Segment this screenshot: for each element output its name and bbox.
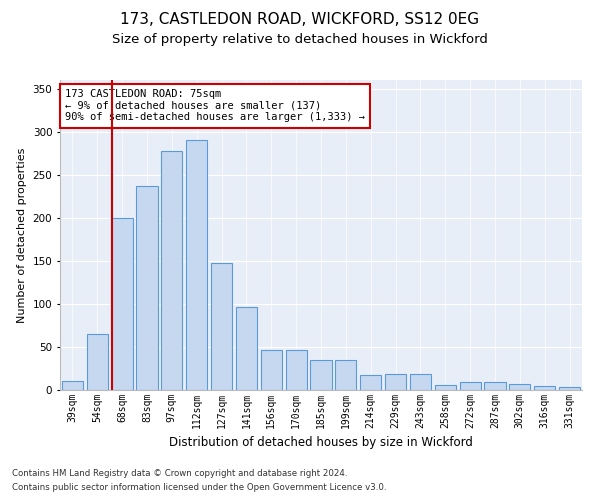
- Bar: [410, 374, 431, 390]
- Bar: [62, 382, 83, 390]
- Bar: [484, 382, 506, 390]
- Bar: [211, 262, 232, 390]
- Bar: [310, 360, 332, 390]
- Text: Contains public sector information licensed under the Open Government Licence v3: Contains public sector information licen…: [12, 484, 386, 492]
- Bar: [112, 218, 133, 390]
- Y-axis label: Number of detached properties: Number of detached properties: [17, 148, 27, 322]
- Bar: [236, 308, 257, 390]
- Bar: [335, 360, 356, 390]
- Bar: [261, 350, 282, 390]
- Text: 173, CASTLEDON ROAD, WICKFORD, SS12 0EG: 173, CASTLEDON ROAD, WICKFORD, SS12 0EG: [121, 12, 479, 28]
- Bar: [186, 140, 207, 390]
- Text: 173 CASTLEDON ROAD: 75sqm
← 9% of detached houses are smaller (137)
90% of semi-: 173 CASTLEDON ROAD: 75sqm ← 9% of detach…: [65, 90, 365, 122]
- Bar: [559, 388, 580, 390]
- Bar: [435, 385, 456, 390]
- Bar: [460, 382, 481, 390]
- Bar: [161, 150, 182, 390]
- Text: Contains HM Land Registry data © Crown copyright and database right 2024.: Contains HM Land Registry data © Crown c…: [12, 468, 347, 477]
- Bar: [534, 386, 555, 390]
- Bar: [286, 350, 307, 390]
- Bar: [136, 186, 158, 390]
- Bar: [385, 374, 406, 390]
- Bar: [509, 384, 530, 390]
- Bar: [87, 334, 108, 390]
- X-axis label: Distribution of detached houses by size in Wickford: Distribution of detached houses by size …: [169, 436, 473, 450]
- Bar: [360, 374, 381, 390]
- Text: Size of property relative to detached houses in Wickford: Size of property relative to detached ho…: [112, 32, 488, 46]
